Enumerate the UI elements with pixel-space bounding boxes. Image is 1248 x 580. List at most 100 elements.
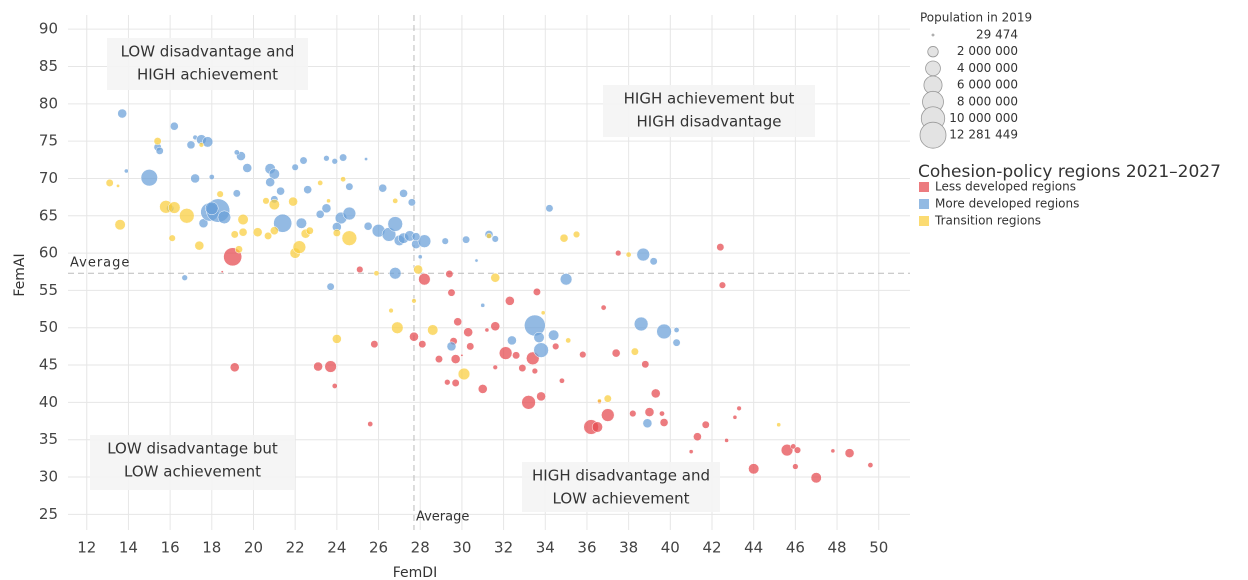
- bubble: [466, 342, 475, 351]
- bubble: [186, 140, 196, 150]
- bubble: [672, 338, 681, 347]
- bubble: [181, 274, 188, 281]
- bubble: [388, 307, 394, 314]
- legend-swatch: [919, 199, 929, 209]
- marks: [105, 108, 874, 484]
- bubble: [780, 444, 794, 457]
- annotation-text: LOW achievement: [124, 463, 261, 481]
- bubble: [409, 331, 419, 342]
- x-tick-label: 24: [327, 539, 346, 557]
- bubble: [273, 213, 293, 233]
- legend-label: More developed regions: [935, 197, 1079, 211]
- bubble: [659, 418, 669, 427]
- bubble: [457, 367, 471, 381]
- bubble: [305, 226, 314, 235]
- bubble: [447, 288, 456, 297]
- annotation-box: [522, 462, 720, 512]
- bubble: [326, 198, 331, 204]
- bubble: [392, 197, 399, 204]
- bubble: [641, 360, 650, 369]
- y-tick-label: 90: [39, 20, 58, 38]
- bubble: [205, 201, 219, 215]
- bubble: [208, 174, 215, 180]
- bubble: [533, 331, 545, 343]
- bubble: [292, 240, 307, 254]
- bubble: [303, 185, 312, 194]
- bubble: [600, 304, 607, 311]
- bubble: [536, 391, 546, 402]
- bubble: [492, 364, 498, 370]
- bubble: [117, 108, 127, 119]
- bubble: [270, 226, 279, 236]
- size-legend-circle: [925, 60, 941, 77]
- size-legend-circle: [931, 33, 935, 37]
- bubble: [790, 443, 797, 450]
- x-tick-label: 14: [119, 539, 138, 557]
- bubble: [552, 342, 560, 350]
- bubble: [724, 438, 729, 443]
- bubble: [367, 421, 374, 427]
- bubble: [507, 335, 517, 346]
- bubble: [339, 153, 348, 162]
- bubble: [291, 163, 299, 171]
- bubble: [810, 472, 822, 484]
- bubble: [748, 463, 760, 475]
- bubble: [418, 273, 431, 286]
- bubble: [268, 199, 280, 211]
- bubble: [238, 227, 248, 237]
- bubble: [524, 314, 546, 337]
- bubble: [411, 298, 417, 304]
- bubble: [427, 324, 439, 336]
- annotation-text: LOW disadvantage and: [121, 43, 295, 61]
- bubble: [460, 353, 464, 357]
- bubble: [673, 327, 680, 333]
- x-tick-label: 22: [286, 539, 305, 557]
- x-tick-label: 18: [202, 539, 221, 557]
- bubble: [242, 163, 253, 173]
- bubble: [732, 415, 738, 420]
- x-tick-label: 16: [161, 539, 180, 557]
- bubble: [169, 121, 179, 131]
- bubble: [716, 243, 725, 252]
- bubble: [636, 247, 650, 262]
- bubble: [642, 418, 653, 429]
- size-legend-label: 12 281 449: [949, 128, 1018, 142]
- y-tick-label: 75: [39, 132, 58, 150]
- bubble: [407, 198, 416, 207]
- bubble: [356, 265, 364, 274]
- y-tick-label: 85: [39, 57, 58, 75]
- bubble: [435, 355, 443, 364]
- bubble: [399, 189, 408, 198]
- bubble: [268, 168, 280, 180]
- bubble: [650, 388, 661, 399]
- bubble: [324, 360, 337, 373]
- bubble: [792, 463, 799, 470]
- bubble: [498, 346, 513, 360]
- bubble: [230, 230, 239, 239]
- bubble: [331, 158, 338, 165]
- x-tick-label: 50: [869, 539, 888, 557]
- bubble: [364, 157, 368, 161]
- bubble: [490, 321, 501, 332]
- legend-label: Transition regions: [934, 214, 1041, 228]
- bubble: [445, 270, 454, 278]
- annotation-box: [603, 85, 815, 137]
- x-axis-label: FemDI: [393, 565, 437, 580]
- bubble: [491, 235, 499, 243]
- bubble: [572, 230, 581, 239]
- bubble: [736, 405, 742, 411]
- size-legend-label: 10 000 000: [949, 111, 1018, 125]
- bubble: [168, 234, 176, 242]
- bubble: [629, 409, 637, 418]
- bubble: [198, 142, 204, 148]
- bubble: [463, 327, 473, 338]
- bubble: [345, 182, 354, 191]
- bubble: [633, 316, 649, 332]
- bubble: [295, 217, 307, 229]
- bubble: [532, 287, 541, 296]
- bubble: [867, 462, 874, 468]
- bubble: [153, 137, 162, 146]
- bubble: [453, 317, 463, 327]
- bubble: [484, 327, 490, 333]
- bubble: [234, 245, 243, 254]
